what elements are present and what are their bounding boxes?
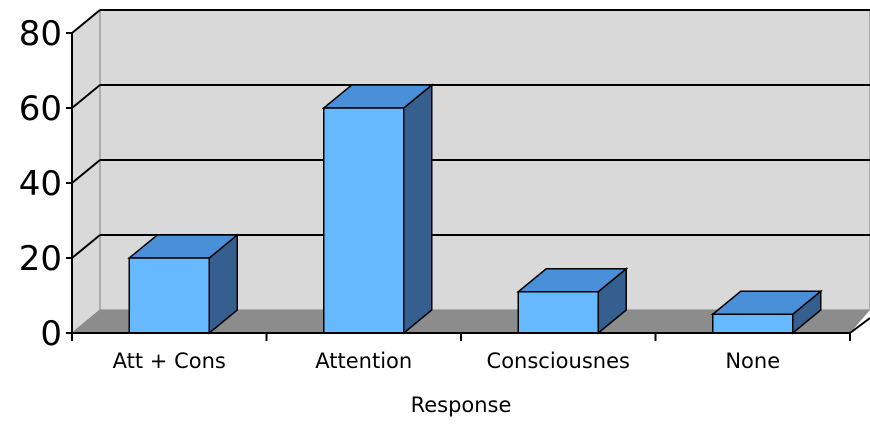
bars: [127, 83, 823, 335]
gridlines: [71, 9, 870, 259]
gridline: [71, 234, 101, 259]
gridline: [71, 159, 101, 184]
x-axis-label: Response: [411, 393, 512, 417]
gridline: [71, 84, 101, 109]
bar: [127, 233, 240, 335]
x-tick-label: None: [725, 349, 780, 373]
y-tick-label: 0: [40, 314, 62, 354]
bar-front: [517, 291, 599, 334]
bar-front: [323, 107, 405, 334]
y-tick-label: 40: [19, 164, 62, 204]
floor-front-edge: [849, 317, 870, 334]
gridline: [71, 9, 101, 34]
y-tick-label: 20: [19, 239, 62, 279]
x-ticks: Att + Cons Attention Consciousnes None: [71, 333, 851, 373]
bar: [516, 267, 629, 335]
bar-front: [128, 257, 210, 334]
y-tick-label: 80: [19, 14, 62, 54]
y-ticks: 0 20 40 60 80: [19, 14, 72, 354]
bar: [321, 83, 434, 335]
x-tick-label: Consciousnes: [487, 349, 630, 373]
bar-side: [403, 83, 433, 335]
floor: [72, 310, 870, 333]
x-tick-label: Att + Cons: [113, 349, 226, 373]
x-tick-label: Attention: [315, 349, 412, 373]
y-tick-label: 60: [19, 89, 62, 129]
bar-front: [712, 313, 794, 334]
